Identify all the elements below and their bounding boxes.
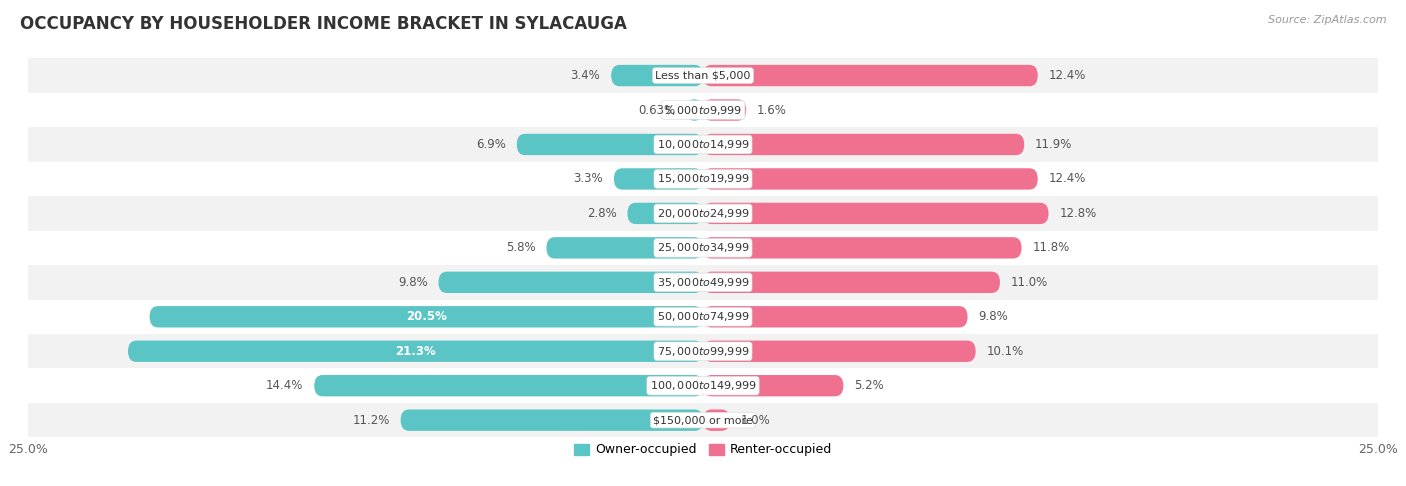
- FancyBboxPatch shape: [703, 410, 730, 431]
- Text: 3.4%: 3.4%: [571, 69, 600, 82]
- Text: 9.8%: 9.8%: [979, 310, 1008, 323]
- Text: 10.1%: 10.1%: [987, 345, 1024, 358]
- Text: Source: ZipAtlas.com: Source: ZipAtlas.com: [1268, 15, 1386, 25]
- Text: 2.8%: 2.8%: [586, 207, 617, 220]
- Text: 5.8%: 5.8%: [506, 242, 536, 254]
- Text: $10,000 to $14,999: $10,000 to $14,999: [657, 138, 749, 151]
- FancyBboxPatch shape: [315, 375, 703, 397]
- Text: $150,000 or more: $150,000 or more: [654, 415, 752, 425]
- Text: $5,000 to $9,999: $5,000 to $9,999: [664, 104, 742, 117]
- Text: 5.2%: 5.2%: [855, 379, 884, 392]
- FancyBboxPatch shape: [547, 237, 703, 259]
- Bar: [28, 93, 1378, 127]
- Bar: [28, 265, 1378, 299]
- Text: OCCUPANCY BY HOUSEHOLDER INCOME BRACKET IN SYLACAUGA: OCCUPANCY BY HOUSEHOLDER INCOME BRACKET …: [20, 15, 627, 33]
- FancyBboxPatch shape: [703, 375, 844, 397]
- FancyBboxPatch shape: [703, 168, 1038, 190]
- Bar: [28, 162, 1378, 196]
- Bar: [28, 127, 1378, 162]
- FancyBboxPatch shape: [686, 99, 703, 121]
- Legend: Owner-occupied, Renter-occupied: Owner-occupied, Renter-occupied: [568, 438, 838, 462]
- Bar: [28, 231, 1378, 265]
- FancyBboxPatch shape: [703, 203, 1049, 224]
- Bar: [28, 403, 1378, 437]
- FancyBboxPatch shape: [703, 306, 967, 328]
- Text: 1.0%: 1.0%: [741, 414, 770, 427]
- Text: 21.3%: 21.3%: [395, 345, 436, 358]
- Text: $25,000 to $34,999: $25,000 to $34,999: [657, 242, 749, 254]
- Bar: [28, 299, 1378, 334]
- FancyBboxPatch shape: [703, 237, 1022, 259]
- Text: $50,000 to $74,999: $50,000 to $74,999: [657, 310, 749, 323]
- Text: $35,000 to $49,999: $35,000 to $49,999: [657, 276, 749, 289]
- Text: 11.0%: 11.0%: [1011, 276, 1047, 289]
- Text: 12.8%: 12.8%: [1059, 207, 1097, 220]
- FancyBboxPatch shape: [149, 306, 703, 328]
- Text: 1.6%: 1.6%: [756, 104, 787, 117]
- FancyBboxPatch shape: [703, 65, 1038, 86]
- Text: 20.5%: 20.5%: [406, 310, 447, 323]
- FancyBboxPatch shape: [703, 134, 1024, 155]
- FancyBboxPatch shape: [401, 410, 703, 431]
- FancyBboxPatch shape: [703, 341, 976, 362]
- Bar: [28, 58, 1378, 93]
- FancyBboxPatch shape: [614, 168, 703, 190]
- FancyBboxPatch shape: [612, 65, 703, 86]
- Bar: [28, 334, 1378, 368]
- Text: $100,000 to $149,999: $100,000 to $149,999: [650, 379, 756, 392]
- Text: 0.63%: 0.63%: [638, 104, 675, 117]
- Text: 11.2%: 11.2%: [353, 414, 389, 427]
- FancyBboxPatch shape: [703, 99, 747, 121]
- Text: 14.4%: 14.4%: [266, 379, 304, 392]
- Text: $20,000 to $24,999: $20,000 to $24,999: [657, 207, 749, 220]
- Text: 11.8%: 11.8%: [1032, 242, 1070, 254]
- FancyBboxPatch shape: [439, 272, 703, 293]
- Bar: [28, 368, 1378, 403]
- Bar: [28, 196, 1378, 231]
- FancyBboxPatch shape: [517, 134, 703, 155]
- Text: 6.9%: 6.9%: [477, 138, 506, 151]
- Text: 11.9%: 11.9%: [1035, 138, 1073, 151]
- Text: $15,000 to $19,999: $15,000 to $19,999: [657, 173, 749, 186]
- Text: $75,000 to $99,999: $75,000 to $99,999: [657, 345, 749, 358]
- Text: Less than $5,000: Less than $5,000: [655, 70, 751, 81]
- FancyBboxPatch shape: [703, 272, 1000, 293]
- Text: 9.8%: 9.8%: [398, 276, 427, 289]
- FancyBboxPatch shape: [128, 341, 703, 362]
- Text: 3.3%: 3.3%: [574, 173, 603, 186]
- FancyBboxPatch shape: [627, 203, 703, 224]
- Text: 12.4%: 12.4%: [1049, 173, 1085, 186]
- Text: 12.4%: 12.4%: [1049, 69, 1085, 82]
